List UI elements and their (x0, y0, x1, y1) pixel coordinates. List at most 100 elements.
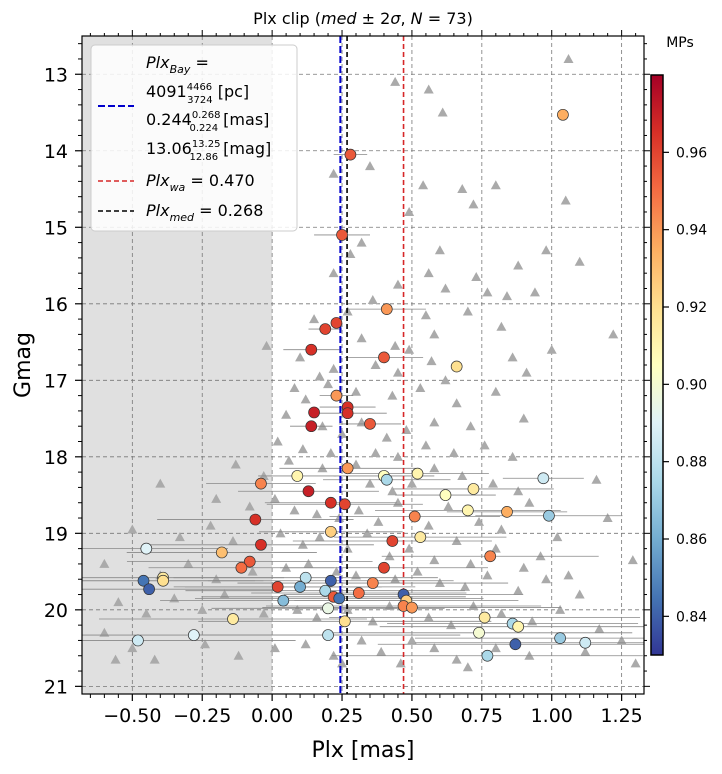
member-star (324, 525, 337, 538)
member-star (324, 496, 337, 509)
title-sep: , (401, 9, 411, 28)
legend-mag-main: 13.06 (146, 139, 192, 158)
field-star (258, 470, 269, 480)
field-star (211, 493, 222, 503)
y-tick-label: 15 (44, 217, 68, 239)
x-tick-label: 1.25 (600, 705, 642, 727)
field-star (283, 455, 294, 465)
field-star (496, 321, 507, 331)
field-star (555, 604, 566, 614)
field-star (289, 505, 300, 515)
field-star (367, 294, 378, 304)
field-star (448, 447, 459, 457)
field-star (392, 279, 403, 289)
field-star (412, 566, 423, 576)
field-star (479, 440, 490, 450)
legend-plx-tail: [mas] (218, 110, 269, 129)
field-star (356, 237, 367, 247)
field-star (317, 421, 328, 431)
field-star (337, 428, 348, 438)
member-star (378, 351, 390, 364)
field-star (390, 76, 401, 86)
title-pm: ± 2 (357, 9, 391, 28)
member-star (481, 649, 494, 662)
title-eq: = 73 (423, 9, 467, 28)
member-star (277, 594, 290, 607)
field-star (337, 658, 348, 668)
member-star (338, 498, 351, 511)
member-star (137, 574, 150, 587)
field-star (490, 643, 501, 653)
member-star (305, 343, 318, 356)
x-tick-label: −0.25 (173, 705, 231, 727)
field-star (546, 344, 557, 354)
member-star (132, 634, 144, 647)
field-star (323, 379, 334, 389)
member-star (462, 504, 474, 517)
member-star (484, 550, 497, 563)
field-star (591, 474, 602, 484)
field-star (387, 390, 398, 400)
x-tick-label: −0.50 (103, 705, 161, 727)
member-star (299, 571, 312, 584)
y-axis-label: Gmag (11, 332, 36, 398)
legend-wa-tail: = 0.470 (185, 171, 254, 190)
field-star (563, 570, 574, 580)
field-star (496, 524, 507, 534)
field-star (317, 463, 328, 473)
field-star (423, 268, 434, 278)
field-star (488, 478, 499, 488)
field-star (429, 463, 440, 473)
field-star (183, 558, 194, 568)
member-stars (132, 108, 592, 662)
field-star (594, 623, 605, 633)
field-star (451, 654, 462, 664)
field-star (460, 581, 471, 591)
member-star (333, 592, 346, 605)
x-axis-ticks: −0.50 −0.25 0.00 0.25 0.50 0.75 1.00 1.25 (89, 30, 643, 727)
field-star (244, 501, 255, 511)
legend-bay-tail: = (190, 53, 209, 72)
field-star (247, 566, 258, 576)
field-star (440, 375, 451, 385)
field-star (423, 520, 434, 530)
field-star (560, 195, 571, 205)
colorbar-tick-label: 0.90 (676, 377, 707, 393)
field-star (574, 589, 585, 599)
field-star (364, 478, 375, 488)
field-star (258, 608, 269, 618)
field-star (404, 344, 415, 354)
field-star (406, 478, 417, 488)
member-star (579, 636, 592, 649)
field-star (370, 447, 381, 457)
member-star (512, 620, 525, 633)
field-star (423, 612, 434, 622)
field-star (99, 627, 110, 637)
field-star (418, 180, 429, 190)
x-tick-label: 1.00 (531, 705, 573, 727)
field-star (406, 635, 417, 645)
legend-plx-sub: 0.224 (189, 123, 218, 134)
member-star (411, 467, 424, 480)
chart-title: Plx clip (med ± 2σ, N = 73) (253, 9, 473, 28)
field-star (169, 593, 180, 603)
legend-dist-sup: 4466 (187, 82, 212, 93)
field-star (219, 589, 230, 599)
member-star (143, 583, 155, 596)
field-star (415, 382, 426, 392)
field-star (141, 608, 152, 618)
x-tick-label: 0.50 (391, 705, 433, 727)
y-axis-ticks: 13 14 15 16 17 18 19 20 21 (44, 43, 650, 698)
field-star (328, 363, 339, 373)
field-star (309, 314, 320, 324)
field-star (227, 535, 238, 545)
colorbar: MPs 0.84 0.86 0.88 0.90 0.92 0.94 0.96 (650, 35, 707, 656)
field-star (292, 604, 303, 614)
field-star (404, 206, 415, 216)
field-star (295, 352, 306, 362)
field-star (155, 478, 166, 488)
field-star (507, 352, 518, 362)
field-star (501, 291, 512, 301)
field-star (468, 199, 479, 209)
reference-lines (339, 36, 405, 694)
